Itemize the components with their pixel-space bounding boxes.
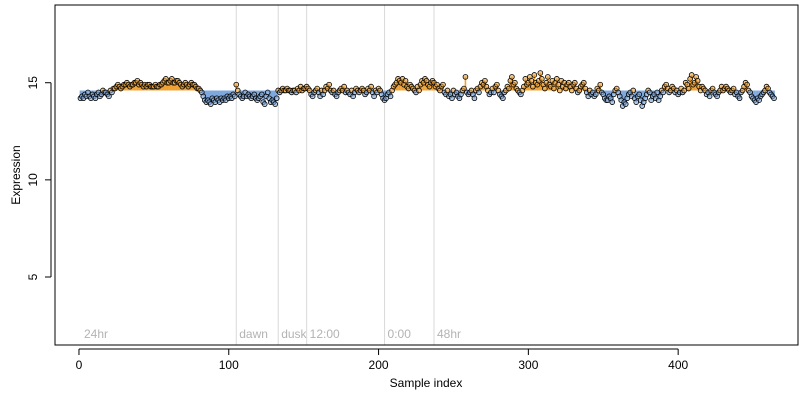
data-point	[646, 89, 653, 96]
data-point	[402, 77, 409, 84]
data-point	[554, 76, 560, 82]
data-point	[471, 95, 478, 102]
start-label: 24hr	[84, 327, 108, 341]
data-point	[231, 93, 238, 100]
data-point	[522, 76, 529, 82]
y-tick-label: 15	[26, 76, 40, 90]
data-point	[440, 81, 446, 88]
data-point	[387, 93, 394, 100]
event-marker-label: dawn	[239, 327, 268, 341]
data-point	[494, 81, 500, 88]
data-point	[539, 76, 545, 82]
data-point	[461, 85, 467, 92]
data-point	[537, 70, 544, 76]
data-point	[233, 81, 240, 88]
data-point	[482, 77, 488, 84]
data-point	[630, 87, 637, 94]
data-point	[512, 79, 518, 86]
data-point	[636, 91, 643, 98]
data-point	[449, 95, 455, 102]
data-point	[264, 89, 271, 96]
data-point	[609, 99, 616, 105]
x-axis: 0 100 200 300 400	[76, 348, 688, 372]
data-point	[371, 93, 377, 100]
data-point	[736, 95, 743, 102]
event-marker-label: 0:00	[388, 327, 412, 341]
data-point	[500, 95, 506, 102]
x-axis-title: Sample index	[390, 376, 463, 390]
data-point	[341, 83, 347, 90]
data-points-layer	[77, 70, 777, 109]
data-point	[771, 95, 777, 102]
data-point	[326, 81, 332, 88]
event-marker-label: 12:00	[310, 327, 340, 341]
x-tick-label: 300	[518, 358, 538, 372]
data-point	[657, 93, 663, 100]
x-tick-label: 200	[369, 358, 389, 372]
data-point	[569, 87, 575, 94]
data-point	[730, 85, 737, 92]
data-point	[509, 74, 515, 80]
data-point	[530, 83, 536, 90]
data-point	[688, 72, 695, 78]
data-point	[694, 77, 701, 84]
data-point	[531, 72, 538, 78]
data-point	[557, 87, 563, 94]
x-tick-label: 100	[219, 358, 239, 372]
data-point	[273, 95, 280, 102]
data-point	[528, 77, 535, 84]
data-point	[744, 81, 750, 88]
x-tick-label: 0	[76, 358, 83, 372]
data-point	[272, 101, 279, 107]
data-point	[622, 101, 629, 107]
data-point	[207, 101, 214, 107]
plot-frame	[54, 4, 799, 346]
data-point	[706, 93, 713, 100]
y-tick-label: 10	[26, 173, 40, 187]
data-point	[444, 87, 451, 94]
event-markers-layer: dawn dusk 12:00 0:00 48hr	[235, 5, 461, 345]
data-point	[106, 93, 112, 100]
data-point	[368, 83, 374, 90]
data-point	[542, 85, 548, 92]
data-point	[572, 79, 578, 86]
data-point	[261, 101, 268, 107]
data-point	[491, 89, 497, 96]
data-point	[258, 91, 265, 98]
x-tick-label: 400	[668, 358, 688, 372]
y-axis: 5 10 15	[26, 76, 52, 280]
event-marker-label: 48hr	[437, 327, 461, 341]
event-marker-label: dusk	[281, 327, 307, 341]
y-tick-label: 5	[26, 273, 40, 280]
data-point	[416, 87, 422, 94]
data-point	[685, 85, 692, 92]
data-point	[551, 85, 557, 92]
data-point	[592, 91, 599, 98]
data-point	[462, 74, 469, 80]
data-point	[545, 74, 551, 80]
data-point	[660, 89, 666, 96]
data-point	[580, 79, 587, 86]
data-point	[681, 87, 687, 94]
data-point	[654, 89, 660, 96]
data-point	[633, 99, 640, 105]
y-axis-title: Expression	[9, 145, 23, 204]
data-point	[555, 81, 562, 88]
data-point	[506, 85, 512, 92]
data-point	[597, 81, 604, 88]
data-point	[476, 89, 482, 96]
